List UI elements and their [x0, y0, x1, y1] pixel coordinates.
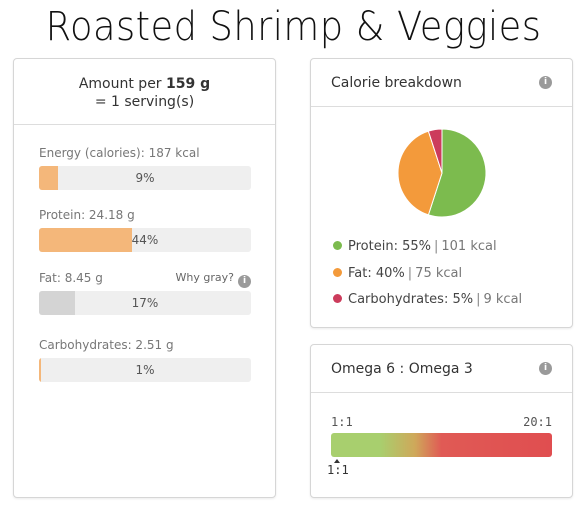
nutrient-bar: 1% [39, 358, 251, 382]
page-title: Roasted Shrimp & Veggies [45, 4, 542, 50]
nutrient-percent: 9% [135, 171, 155, 185]
legend-carbohydrates: Carbohydrates: 5% | 9 kcal [333, 291, 522, 309]
legend-dot [333, 268, 342, 277]
calorie-breakdown-header: Calorie breakdown i [311, 59, 572, 107]
ratio-marker: 1:1 [327, 459, 349, 477]
legend-kcal: 101 kcal [441, 239, 497, 254]
nutrient-label: Energy (calories): 187 kcal [39, 146, 200, 160]
legend-pct: 40% [375, 266, 405, 281]
nutrient-bar-fill [39, 166, 59, 190]
legend-dot [333, 241, 342, 250]
amount-prefix: Amount per [78, 76, 162, 92]
nutrient-protein: Protein: 24.18 g 44% [39, 207, 251, 252]
nutrient-fat: Fat: 8.45 g Why gray? i 17% [39, 270, 251, 315]
ratio-gradient-bar [331, 433, 552, 457]
ratio-scale-labels: 1:1 20:1 [331, 415, 552, 431]
nutrient-percent: 44% [131, 233, 159, 247]
nutrient-energy: Energy (calories): 187 kcal 9% [39, 145, 251, 190]
legend-fat: Fat: 40% | 75 kcal [333, 265, 462, 283]
nutrient-label: Protein: 24.18 g [39, 208, 135, 222]
ratio-marker-label: 1:1 [327, 463, 349, 477]
calorie-breakdown-title: Calorie breakdown [331, 75, 462, 91]
omega-ratio-panel: Omega 6 : Omega 3 i 1:1 20:1 1:1 [310, 344, 573, 498]
amount-header: Amount per 159 g = 1 serving(s) [14, 59, 275, 125]
calorie-pie-chart [397, 128, 487, 218]
info-icon[interactable]: i [238, 275, 251, 288]
pie-slice-carbohydrates [427, 128, 443, 174]
legend-pct: 55% [402, 239, 431, 254]
info-icon[interactable]: i [539, 76, 552, 89]
legend-name: Carbohydrates [348, 292, 444, 307]
omega-title: Omega 6 : Omega 3 [331, 361, 473, 377]
nutrient-percent: 17% [131, 296, 159, 310]
legend-protein: Protein: 55% | 101 kcal [333, 238, 497, 256]
calorie-breakdown-panel: Calorie breakdown i Protein: 55% | 101 kca… [310, 58, 573, 328]
amount-serving: = 1 serving(s) [94, 94, 195, 110]
legend-kcal: 75 kcal [415, 266, 463, 281]
marker-caret-icon [334, 459, 340, 463]
nutrient-carbohydrates: Carbohydrates: 2.51 g 1% [39, 337, 251, 382]
legend-dot [333, 294, 342, 303]
why-gray-text: Why gray? [175, 271, 234, 284]
ratio-min-label: 1:1 [331, 415, 353, 429]
nutrient-bar-fill [39, 228, 133, 252]
nutrient-bar: 9% [39, 166, 251, 190]
nutrient-label: Carbohydrates: 2.51 g [39, 338, 174, 352]
pie-slice-fat [397, 130, 443, 216]
legend-kcal: 9 kcal [483, 292, 523, 307]
nutrient-bar-fill [39, 358, 42, 382]
nutrition-panel: Amount per 159 g = 1 serving(s) Energy (… [13, 58, 276, 498]
nutrient-label-row: Fat: 8.45 g Why gray? i [39, 270, 251, 288]
omega-header: Omega 6 : Omega 3 i [311, 345, 572, 393]
legend-pct: 5% [452, 292, 474, 307]
nutrient-percent: 1% [135, 363, 155, 377]
ratio-max-label: 20:1 [523, 415, 552, 429]
info-icon[interactable]: i [539, 362, 552, 375]
legend-name: Fat [348, 266, 368, 281]
nutrient-bar: 17% [39, 291, 251, 315]
pie-slice-protein [427, 128, 487, 218]
nutrient-bar-fill [39, 291, 76, 315]
why-gray-link[interactable]: Why gray? i [176, 270, 251, 288]
legend-name: Protein [348, 239, 394, 254]
amount-weight: 159 g [166, 76, 211, 92]
nutrient-bar: 44% [39, 228, 251, 252]
nutrient-label: Fat: 8.45 g [39, 271, 103, 285]
